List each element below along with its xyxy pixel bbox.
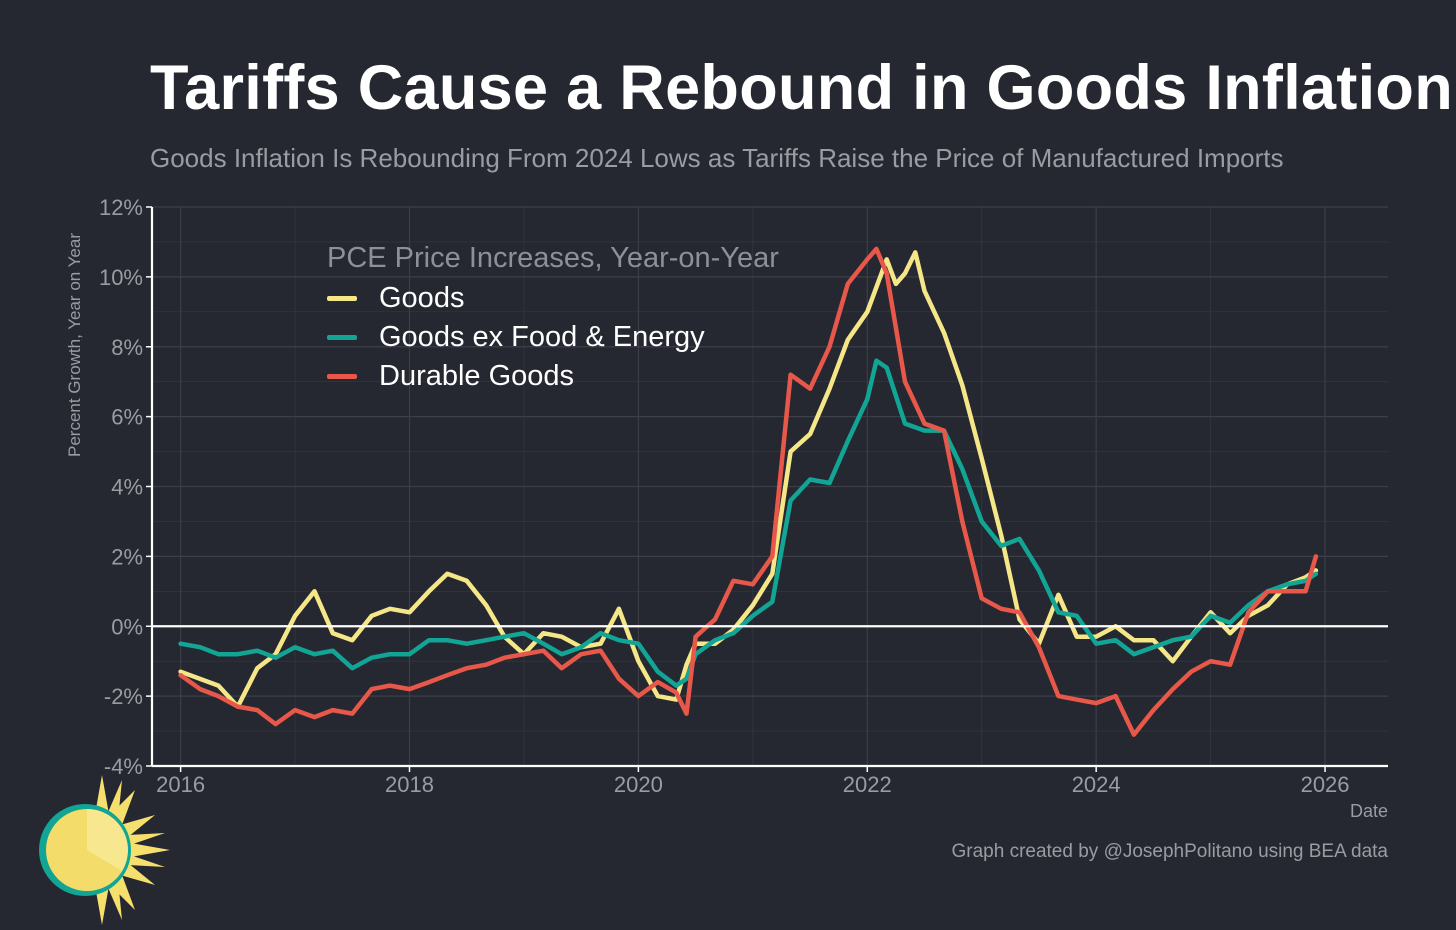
legend-swatch-goods: [327, 296, 357, 301]
legend-label-core-goods: Goods ex Food & Energy: [379, 321, 705, 353]
x-axis-title: Date: [1350, 801, 1388, 821]
x-tick-label: 2026: [1301, 772, 1350, 797]
legend-swatch-core-goods: [327, 335, 357, 340]
y-tick-label: 12%: [99, 195, 143, 220]
legend-item-durable-goods: Durable Goods: [327, 357, 779, 396]
series-line-2: [178, 246, 1319, 737]
y-tick-label: 10%: [99, 265, 143, 290]
y-tick-label: 2%: [111, 544, 143, 569]
y-tick-label: 4%: [111, 475, 143, 500]
y-tick-label: -4%: [104, 754, 143, 779]
sun-logo-icon: [39, 775, 170, 925]
y-tick-label: 0%: [111, 614, 143, 639]
series-line-0: [178, 250, 1319, 709]
x-tick-label: 2022: [843, 772, 892, 797]
axes: -4% -2% 0% 2% 4% 6% 8% 10% 12% 2016 2018 2020 2022 20…: [99, 195, 1388, 797]
legend-label-durable-goods: Durable Goods: [379, 360, 575, 392]
x-tick-label: 2018: [385, 772, 434, 797]
chart-title: Tariffs Cause a Rebound in Goods Inflati…: [150, 53, 1453, 123]
y-axis-title: Percent Growth, Year on Year: [65, 233, 84, 457]
chart-subtitle: Goods Inflation Is Rebounding From 2024 …: [150, 143, 1284, 173]
legend-item-goods: Goods: [327, 279, 779, 318]
series-line-1: [178, 358, 1319, 688]
x-tick-label: 2020: [614, 772, 663, 797]
legend: PCE Price Increases, Year-on-Year Goods …: [327, 242, 779, 396]
legend-label-goods: Goods: [379, 282, 465, 314]
x-tick-label: 2024: [1072, 772, 1121, 797]
y-tick-label: 8%: [111, 335, 143, 360]
source-credit: Graph created by @JosephPolitano using B…: [951, 841, 1388, 862]
y-tick-label: 6%: [111, 405, 143, 430]
legend-title: PCE Price Increases, Year-on-Year: [327, 242, 779, 274]
x-tick-label: 2016: [156, 772, 205, 797]
legend-item-core-goods: Goods ex Food & Energy: [327, 318, 779, 357]
legend-swatch-durable-goods: [327, 374, 357, 379]
series-lines: [178, 246, 1319, 737]
y-tick-label: -2%: [104, 684, 143, 709]
